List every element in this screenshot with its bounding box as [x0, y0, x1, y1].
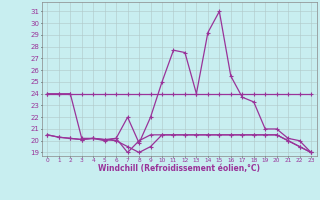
X-axis label: Windchill (Refroidissement éolien,°C): Windchill (Refroidissement éolien,°C): [98, 164, 260, 173]
